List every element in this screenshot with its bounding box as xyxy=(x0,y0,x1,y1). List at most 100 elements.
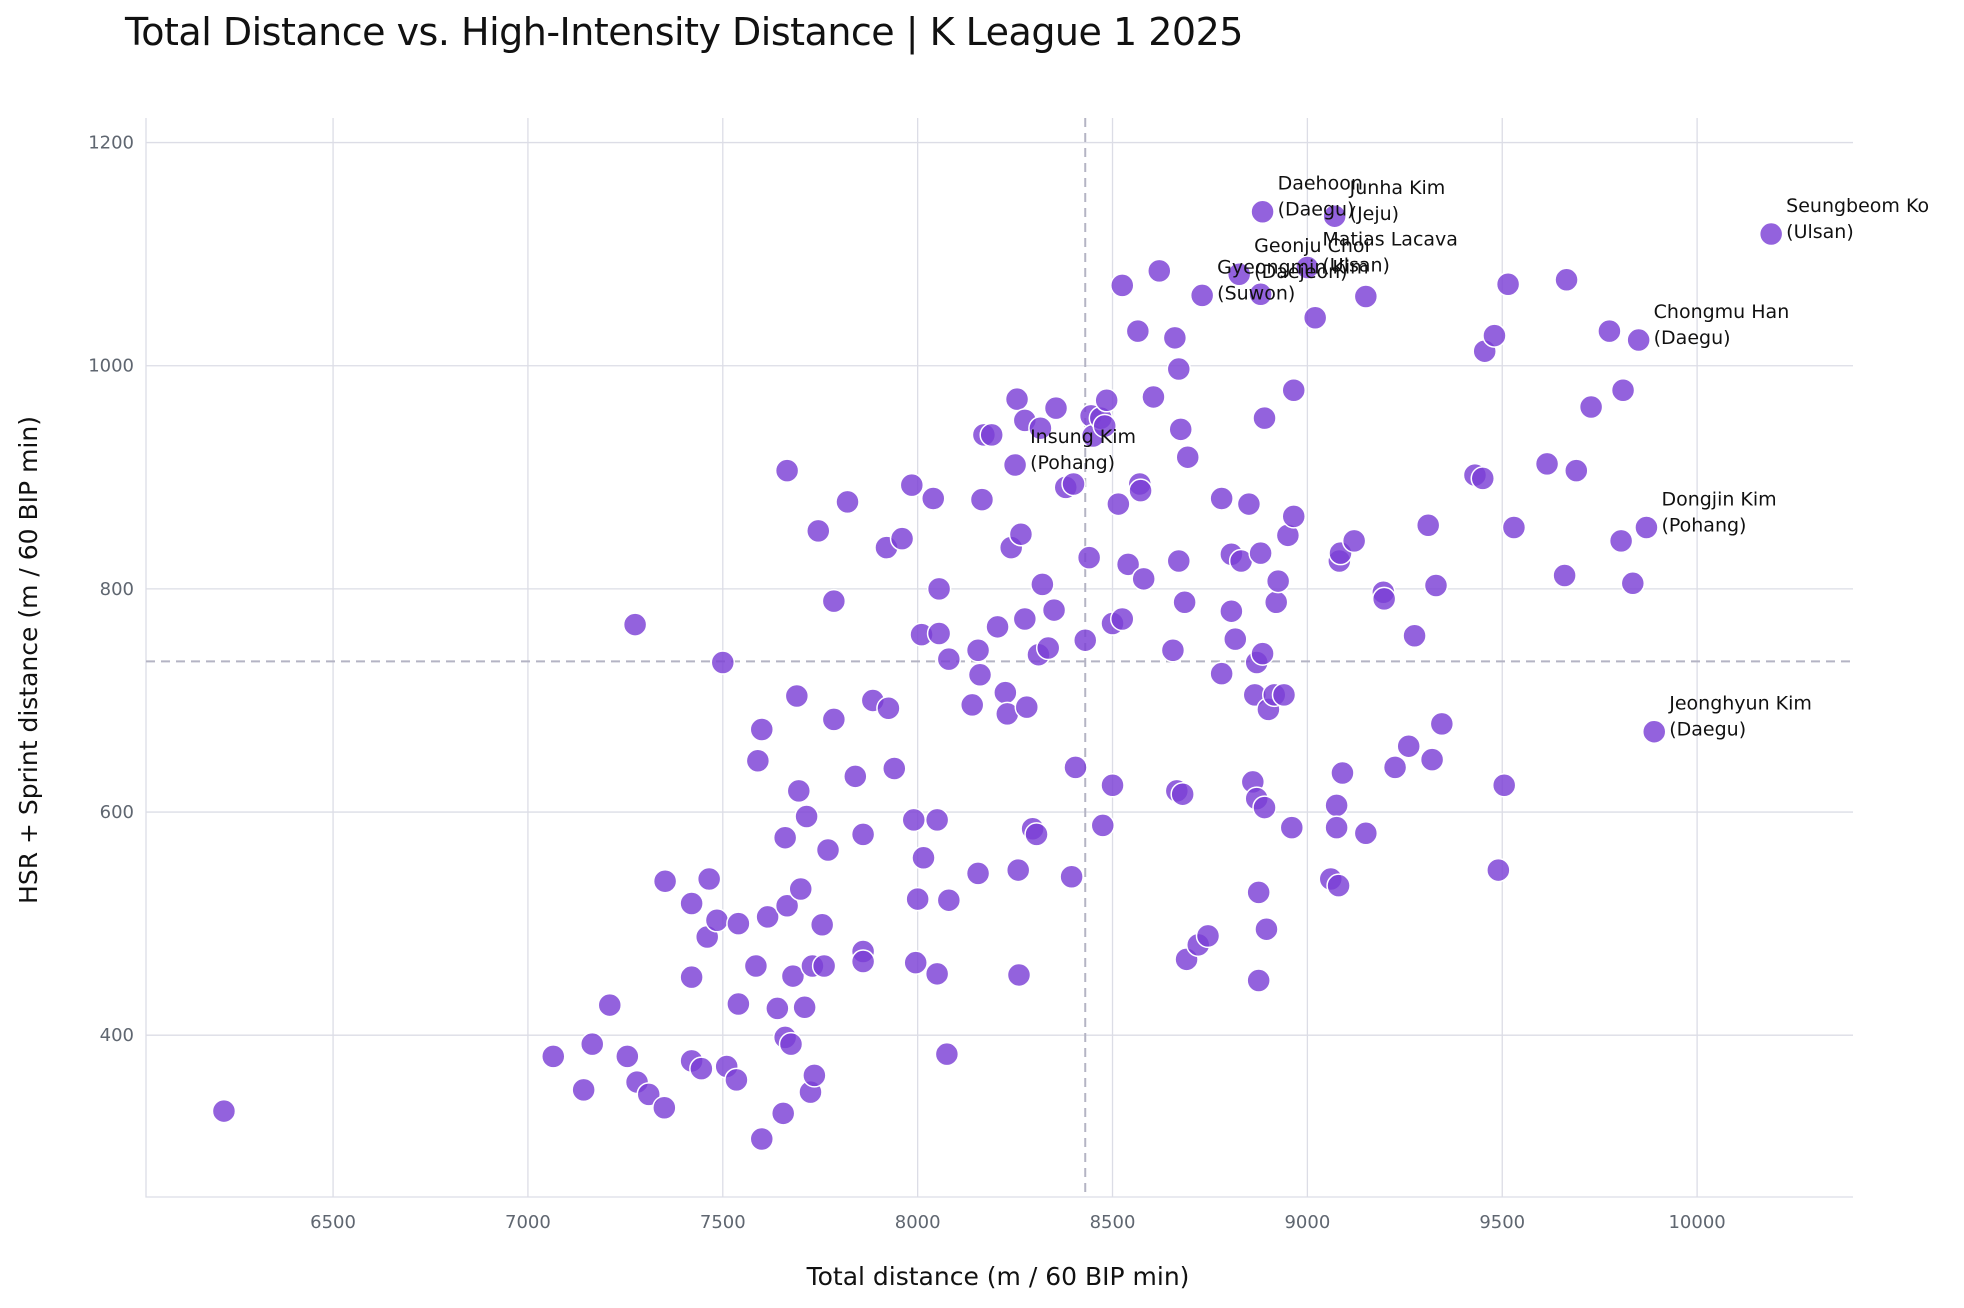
data-point xyxy=(1608,528,1634,554)
data-point xyxy=(1166,548,1192,574)
data-point xyxy=(1246,880,1271,905)
tick-labels: 6500 7000 7500 8000 8500 9000 9500 10000 400 600 8… xyxy=(88,133,1726,1233)
data-point xyxy=(1219,598,1244,624)
data-point xyxy=(780,963,806,989)
data-point xyxy=(979,422,1004,448)
data-point xyxy=(876,696,901,721)
annotation-team: (Daegu) xyxy=(1278,199,1355,221)
data-point xyxy=(786,778,812,804)
data-point xyxy=(794,804,819,829)
data-point xyxy=(1265,568,1291,594)
data-point xyxy=(745,748,771,773)
data-point xyxy=(679,891,704,916)
data-point xyxy=(1322,203,1347,229)
data-point xyxy=(905,886,930,912)
annotation-team: (Suwon) xyxy=(1217,282,1295,304)
data-point xyxy=(1006,962,1032,988)
data-point xyxy=(1482,323,1507,348)
data-point xyxy=(772,825,798,850)
data-point xyxy=(1172,590,1197,615)
y-tick-label: 1200 xyxy=(88,133,134,154)
data-point xyxy=(1030,572,1055,597)
data-point xyxy=(993,680,1018,705)
data-point xyxy=(652,868,678,894)
data-point xyxy=(1281,378,1306,403)
data-point xyxy=(1209,486,1234,511)
x-axis-label: Total distance (m / 60 BIP min) xyxy=(806,1262,1190,1291)
data-point xyxy=(1324,793,1349,818)
data-point xyxy=(1076,545,1102,570)
data-point xyxy=(784,683,810,709)
x-tick-label: 10000 xyxy=(1668,1212,1725,1233)
data-point xyxy=(1004,386,1030,412)
data-point xyxy=(755,904,780,930)
data-point xyxy=(1100,773,1125,798)
data-point xyxy=(1552,563,1577,588)
data-point xyxy=(1110,606,1135,632)
data-point xyxy=(1382,755,1408,780)
annotation-player-name: Jeonghyun Kim xyxy=(1668,693,1812,715)
x-tick-label: 8000 xyxy=(895,1212,941,1233)
data-point xyxy=(1486,857,1511,883)
data-point xyxy=(809,912,835,937)
x-tick-label: 9000 xyxy=(1284,1212,1330,1233)
annotation-team: (Daegu) xyxy=(1669,719,1746,741)
annotation-team: (Pohang) xyxy=(1030,452,1115,474)
annotation-player-name: Daehoon xyxy=(1278,173,1363,195)
data-point xyxy=(1626,327,1651,353)
data-point xyxy=(1090,813,1116,838)
data-point xyxy=(774,893,800,919)
data-point xyxy=(1092,413,1117,439)
data-point xyxy=(1578,394,1604,420)
annotation-team: (Ulsan) xyxy=(1322,255,1390,277)
data-point xyxy=(770,1101,796,1126)
annotation-player-name: Chongmu Han xyxy=(1654,301,1790,323)
data-point xyxy=(774,458,800,483)
data-point xyxy=(985,614,1010,640)
y-tick-label: 600 xyxy=(100,802,134,823)
data-point xyxy=(679,964,704,990)
data-point xyxy=(749,1126,775,1152)
data-point xyxy=(726,991,751,1017)
data-point xyxy=(924,961,950,987)
data-point xyxy=(1353,820,1379,846)
data-point xyxy=(1005,857,1031,883)
data-point xyxy=(1564,458,1589,483)
data-point xyxy=(1128,478,1153,503)
grid-lines xyxy=(145,118,1853,1198)
data-point xyxy=(1024,822,1049,847)
data-point xyxy=(765,996,790,1021)
data-point xyxy=(903,950,928,975)
data-point xyxy=(1131,566,1156,592)
data-point xyxy=(1402,623,1427,648)
data-point xyxy=(615,1044,640,1069)
data-point xyxy=(1115,552,1141,577)
annotation-player-name: Seungbeom Ko xyxy=(1786,195,1929,217)
data-point xyxy=(901,807,927,833)
data-point xyxy=(211,1098,237,1124)
annotation-player-name: Geonju Choi xyxy=(1254,235,1370,257)
data-point xyxy=(1248,282,1273,307)
player-annotation: Chongmu Han (Daegu) xyxy=(1654,301,1790,349)
data-point xyxy=(1125,318,1151,344)
data-point xyxy=(579,1031,605,1057)
data-point xyxy=(965,861,991,886)
data-point xyxy=(1252,405,1277,431)
data-point xyxy=(1168,417,1193,442)
data-point xyxy=(689,1056,714,1081)
data-point xyxy=(835,489,860,515)
x-tick-label: 8500 xyxy=(1090,1212,1136,1233)
data-point xyxy=(899,472,925,498)
data-point xyxy=(1002,452,1028,478)
data-point xyxy=(652,1095,677,1120)
data-point xyxy=(1223,626,1248,652)
data-point xyxy=(1423,573,1449,598)
data-point xyxy=(696,866,722,892)
data-point xyxy=(636,1082,661,1107)
data-point xyxy=(1419,747,1445,772)
data-point xyxy=(1041,597,1067,623)
data-point xyxy=(1162,325,1188,351)
annotation-player-name: Junha Kim xyxy=(1349,177,1446,199)
data-point xyxy=(1012,606,1038,632)
data-point xyxy=(749,717,775,742)
